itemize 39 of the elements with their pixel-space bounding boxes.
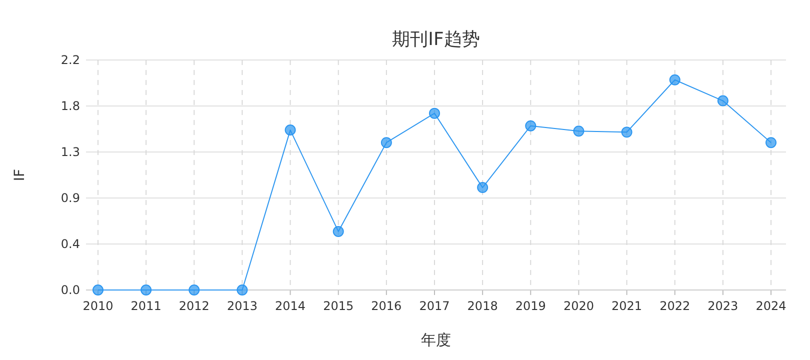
x-tick-label: 2011 — [130, 299, 162, 313]
point — [477, 182, 488, 194]
point — [717, 95, 728, 106]
y-tick-label: 0.4 — [60, 237, 80, 251]
y-tick-label: 0.0 — [60, 283, 80, 297]
x-tick-label: 2019 — [515, 299, 546, 313]
point — [525, 120, 536, 132]
point — [188, 284, 200, 296]
point — [621, 126, 632, 138]
x-tick-label: 2012 — [178, 299, 210, 313]
y-axis-title: IF — [12, 168, 28, 182]
point — [284, 124, 296, 136]
point — [140, 284, 152, 296]
x-tick-label: 2014 — [275, 299, 306, 313]
x-tick-label: 2013 — [226, 299, 258, 313]
y-tick-label: 1.3 — [60, 145, 80, 159]
point — [573, 126, 584, 137]
y-tick-label: 1.8 — [60, 99, 80, 113]
point — [380, 137, 392, 148]
y-tick-label: 0.9 — [60, 191, 80, 205]
x-tick-label: 2017 — [419, 299, 450, 313]
point — [92, 284, 104, 296]
chart-title: 期刊IF趋势 — [392, 29, 480, 50]
x-tick-label: 2021 — [612, 299, 642, 313]
x-tick-label: 2023 — [708, 299, 738, 313]
y-tick-label: 2.2 — [60, 53, 80, 67]
point — [429, 108, 440, 119]
point — [332, 226, 344, 237]
x-tick-label: 2018 — [467, 299, 498, 313]
point — [669, 74, 680, 86]
x-tick-label: 2016 — [371, 299, 402, 313]
x-tick-label: 2022 — [660, 299, 690, 313]
x-tick-label: 2024 — [756, 299, 786, 313]
x-tick-label: 2015 — [323, 299, 354, 313]
x-tick-label: 2020 — [563, 299, 594, 313]
x-axis-title: 年度 — [421, 331, 451, 349]
x-tick-label: 2010 — [82, 299, 114, 313]
point — [236, 284, 248, 296]
point — [766, 137, 776, 148]
